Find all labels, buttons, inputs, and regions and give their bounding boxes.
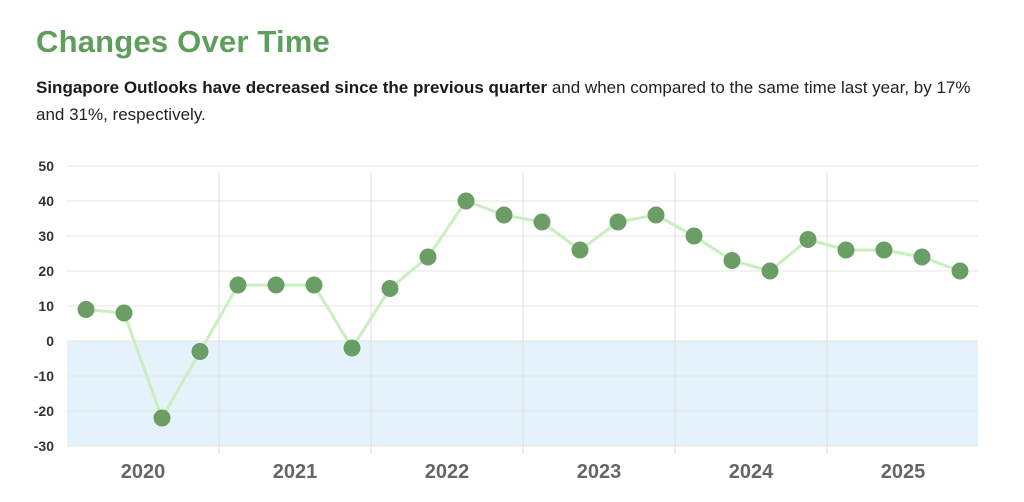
data-point [761,262,779,280]
data-point [343,339,361,357]
data-point [77,301,95,318]
y-tick-label: 40 [38,193,54,209]
data-point [457,192,475,210]
data-point [533,213,551,231]
x-year-label: 2024 [729,461,774,483]
y-tick-label: 0 [46,333,54,349]
data-point [837,241,855,259]
data-point [723,252,741,269]
data-point [381,280,399,297]
x-year-label: 2025 [881,461,926,483]
data-point [229,276,247,294]
y-tick-label: 20 [38,263,54,279]
x-year-label: 2021 [273,461,318,483]
summary-text: Singapore Outlooks have decreased since … [36,74,986,128]
y-tick-label: -20 [34,403,54,419]
x-year-label: 2020 [121,461,166,483]
data-point [305,276,323,294]
y-tick-label: -10 [34,368,54,384]
data-point [115,304,133,322]
page-title: Changes Over Time [36,24,330,59]
x-year-label: 2023 [577,461,622,483]
x-year-label: 2022 [425,461,470,483]
data-point [913,248,931,266]
y-tick-label: 50 [38,158,54,174]
data-point [419,248,437,266]
data-point [647,206,665,224]
data-point [571,241,589,259]
y-tick-label: -30 [34,438,54,454]
data-point [153,409,171,427]
data-point [799,231,817,248]
summary-rest: and when compared to the same time last … [36,78,971,124]
y-tick-label: 30 [38,228,54,244]
data-point [267,276,285,294]
data-point [191,343,209,360]
data-point [951,262,969,280]
data-point [875,241,893,259]
data-point [609,213,627,231]
data-point [495,206,513,224]
data-point [685,227,703,245]
y-tick-label: 10 [38,298,54,314]
summary-highlight: Singapore Outlooks have decreased since … [36,78,548,97]
